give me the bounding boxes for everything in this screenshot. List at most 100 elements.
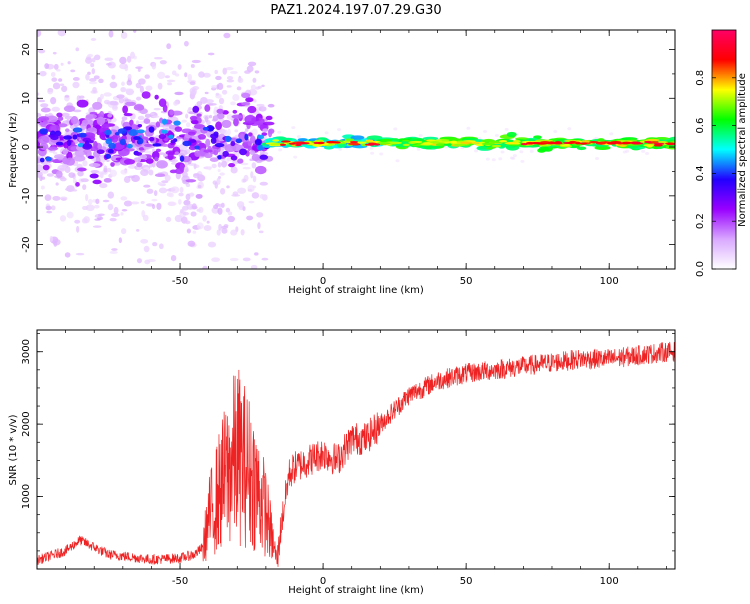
spectrogram-cell [148,169,154,176]
spectrogram-cell [144,259,151,265]
spectrogram-cell [109,81,118,89]
spectrogram-cell [645,151,650,155]
spectrogram-cell [182,140,192,147]
spectrogram-cell [56,112,63,118]
spectrogram-cell [119,56,127,65]
spectrogram-cell [140,201,145,204]
spectrogram-cell [111,213,120,217]
spectrogram-cell [214,69,218,75]
spectrogram-cell [103,99,110,105]
spectrogram-cell [185,122,191,128]
spectrogram-cell [259,194,265,199]
spectrogram-cell [529,149,534,153]
spectrogram-cell [538,144,552,147]
spectrogram-panel: -50 0 50 100 -20 -10 0 10 20 Height of straight … [8,29,676,296]
spectrogram-cell [106,167,112,173]
spectrogram-cell [136,162,143,168]
spectrogram-cell [62,148,69,155]
spectrogram-cell [249,135,256,144]
spectrogram-cell [207,52,215,56]
spectrogram-cell [46,173,54,177]
spectrogram-cell [52,51,57,55]
spectrogram-cell [133,104,145,111]
y-tick-label: 2000 [21,411,32,436]
colorbar-tick-label: 0.4 [695,165,706,181]
spectrogram-cell [153,190,158,196]
spectrogram-cell [388,141,399,145]
spectrogram-cell [350,135,365,140]
spectrogram-cell [241,101,250,106]
spectrogram-cell [193,173,200,176]
spectrogram-cell [580,142,588,145]
spectrogram-cell [209,157,219,162]
spectrogram-cell [124,101,136,106]
spectrogram-cell [161,180,169,184]
spectrogram-cell [99,93,104,100]
spectrogram-cell [220,188,226,195]
spectrogram-cell [244,70,251,74]
spectrogram-cell [103,92,112,97]
spectrogram-cell [83,132,96,140]
spectrogram-cell [216,229,221,236]
spectrogram-cell [124,88,134,92]
colorbar-ticks: 0.0 0.2 0.4 0.6 0.8 [695,70,736,277]
spectrogram-cell [157,152,166,156]
spectrogram-cell [138,78,146,85]
spectrogram-cell [225,207,231,213]
spectrogram-cell [139,85,144,93]
spectrogram-cell [50,96,57,105]
spectrogram-cell [99,183,108,189]
spectrogram-cell [137,124,143,128]
spectrogram-cell [204,115,209,123]
spectrogram-cell [180,208,184,214]
spectrogram-cell [170,139,176,144]
spectrogram-cell [217,168,221,173]
spectrogram-cell [151,62,157,70]
spectrogram-cell [38,135,50,145]
spectrogram-cell [494,133,499,137]
spectrogram-cell [63,135,73,140]
spectrogram-cell [75,182,80,187]
spectrogram-cell [213,204,219,209]
spectrogram-cell [143,143,153,147]
x-tick-label: 100 [600,276,619,287]
spectrogram-cell [59,215,67,222]
spectrogram-cell [57,30,67,37]
x-tick-label: -50 [172,576,188,587]
spectrogram-cell [108,30,114,38]
spectrogram-cell [185,168,189,173]
spectrogram-cell [213,149,219,156]
spectrogram-cell [152,115,160,119]
spectrogram-cell [157,71,166,80]
spectrogram-cell [337,128,342,132]
spectrogram-cell [178,192,184,197]
spectrogram-cell [184,220,191,225]
spectrogram-cell [83,216,90,224]
spectrogram-cell [85,115,93,120]
spectrogram-cell [122,105,129,114]
colorbar: 0.0 0.2 0.4 0.6 0.8 Normalized spectral ampl… [695,29,748,277]
spectrogram-cell [65,128,70,133]
spectrogram-cell [230,70,238,75]
spectrogram-cell [120,31,128,39]
spectrogram-cell [76,99,89,108]
spectrogram-cell [244,114,257,124]
spectrogram-cell [177,64,182,70]
spectrogram-cell [625,149,630,153]
spectrogram-cell [252,99,257,103]
spectrogram-cell [595,156,600,160]
spectrogram-cell [245,128,249,132]
spectrogram-cell [72,127,83,133]
spectrogram-cell [92,86,97,94]
spectrogram-cell [134,151,143,156]
spectrogram-cell [300,142,310,145]
spectrogram-cell [230,155,238,161]
spectrogram-cell [622,141,632,144]
spectrogram-cell [191,119,199,125]
spectrogram-cell [120,87,127,93]
spectrogram-cell [641,149,646,153]
spectrogram-cell [179,186,184,193]
spectrogram-cell [619,144,627,148]
spectrogram-cell [402,143,410,147]
spectrogram-cell [133,136,141,141]
